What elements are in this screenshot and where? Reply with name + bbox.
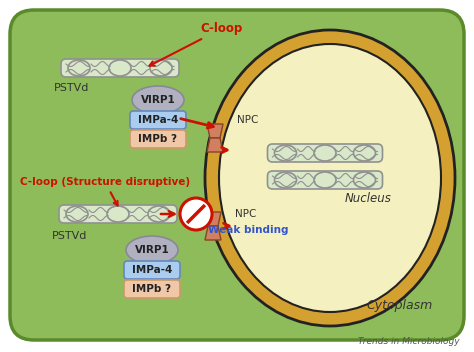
Text: VIRP1: VIRP1 <box>135 245 169 255</box>
FancyBboxPatch shape <box>10 10 464 340</box>
Text: NPC: NPC <box>237 115 258 125</box>
Polygon shape <box>205 226 221 240</box>
Ellipse shape <box>354 172 375 188</box>
Ellipse shape <box>132 86 184 114</box>
Ellipse shape <box>68 60 90 76</box>
Text: C-loop (Structure disruptive): C-loop (Structure disruptive) <box>20 177 190 206</box>
Ellipse shape <box>150 60 172 76</box>
Text: NPC: NPC <box>235 209 256 219</box>
Ellipse shape <box>314 172 336 188</box>
Ellipse shape <box>314 145 336 161</box>
Ellipse shape <box>219 44 441 312</box>
Ellipse shape <box>126 236 178 264</box>
Text: PSTVd: PSTVd <box>52 231 88 241</box>
Text: Nucleus: Nucleus <box>345 191 392 205</box>
FancyBboxPatch shape <box>267 171 383 189</box>
Ellipse shape <box>107 206 129 222</box>
Text: Trends in Microbiology: Trends in Microbiology <box>358 337 460 346</box>
FancyBboxPatch shape <box>130 111 186 129</box>
Polygon shape <box>207 124 223 138</box>
Ellipse shape <box>205 30 455 326</box>
Circle shape <box>180 198 212 230</box>
FancyBboxPatch shape <box>59 205 177 223</box>
Text: C-loop: C-loop <box>149 22 243 66</box>
Ellipse shape <box>274 172 297 188</box>
Polygon shape <box>207 138 223 152</box>
Text: IMPb ?: IMPb ? <box>138 134 177 144</box>
FancyBboxPatch shape <box>61 59 179 77</box>
Ellipse shape <box>148 206 170 222</box>
Ellipse shape <box>66 206 88 222</box>
FancyBboxPatch shape <box>124 280 180 298</box>
Text: Cytoplasm: Cytoplasm <box>367 298 433 312</box>
Ellipse shape <box>274 145 297 161</box>
Ellipse shape <box>109 60 131 76</box>
Text: VIRP1: VIRP1 <box>141 95 175 105</box>
Text: IMPb ?: IMPb ? <box>133 284 172 294</box>
FancyBboxPatch shape <box>267 144 383 162</box>
Polygon shape <box>205 212 221 226</box>
Text: Weak binding: Weak binding <box>208 225 289 235</box>
FancyBboxPatch shape <box>124 261 180 279</box>
Ellipse shape <box>354 145 375 161</box>
FancyBboxPatch shape <box>130 130 186 148</box>
Text: IMPa-4: IMPa-4 <box>138 115 178 125</box>
Text: PSTVd: PSTVd <box>55 83 90 93</box>
Text: IMPa-4: IMPa-4 <box>132 265 172 275</box>
